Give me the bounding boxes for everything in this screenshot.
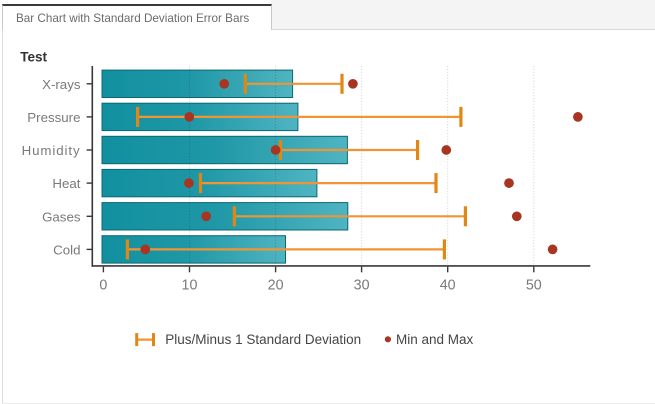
svg-text:40: 40 <box>440 278 456 294</box>
svg-text:0: 0 <box>99 278 107 294</box>
svg-text:50: 50 <box>526 278 542 294</box>
svg-text:30: 30 <box>354 278 370 294</box>
svg-text:X-rays: X-rays <box>42 77 81 92</box>
svg-text:Humidity: Humidity <box>22 143 81 158</box>
svg-text:Gases: Gases <box>42 209 81 224</box>
svg-text:Test: Test <box>20 50 47 65</box>
svg-text:20: 20 <box>268 278 284 294</box>
svg-text:Min and Max: Min and Max <box>396 332 474 347</box>
svg-text:Pressure: Pressure <box>27 110 80 125</box>
svg-text:10: 10 <box>182 278 198 294</box>
svg-text:Plus/Minus 1 Standard Deviatio: Plus/Minus 1 Standard Deviation <box>165 332 361 347</box>
svg-text:Heat: Heat <box>52 176 80 191</box>
svg-text:Cold: Cold <box>53 242 80 257</box>
